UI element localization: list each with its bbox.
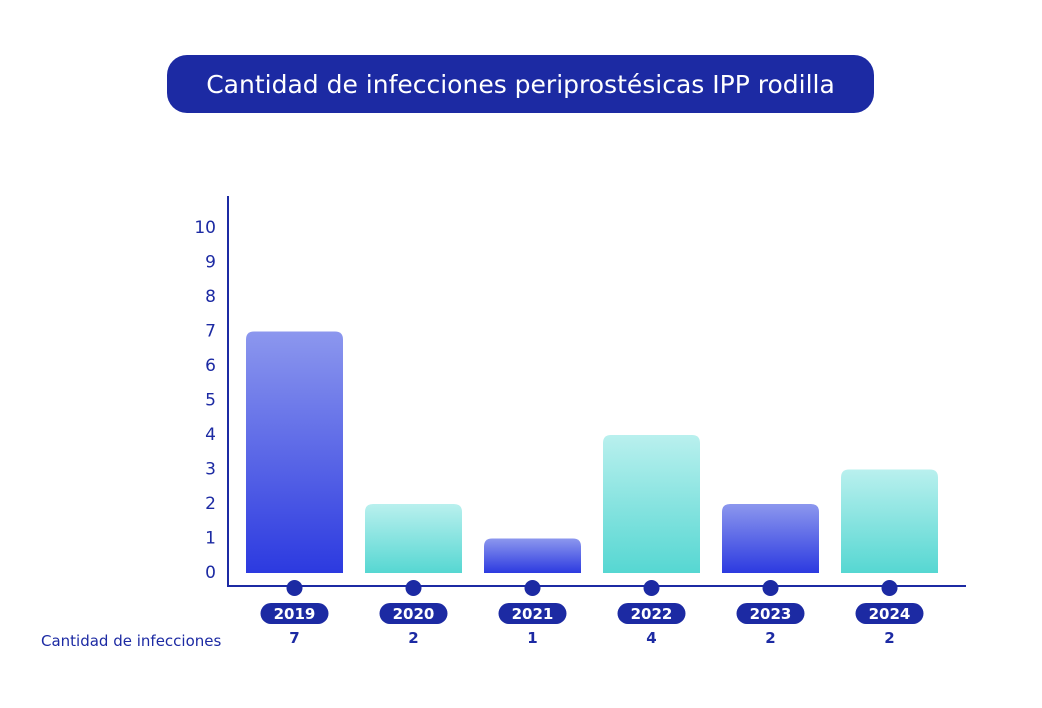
- bar-2019: [246, 331, 343, 573]
- y-tick-label: 1: [205, 529, 216, 549]
- value-row-label: Cantidad de infecciones: [41, 632, 222, 650]
- bar-2023: [722, 504, 819, 573]
- x-axis-marker: [881, 580, 898, 596]
- value-label: 2: [408, 629, 418, 647]
- value-label: 4: [646, 629, 656, 647]
- y-tick-label: 4: [205, 425, 216, 445]
- y-tick-label: 10: [194, 218, 216, 238]
- x-tick-pill: [498, 603, 567, 624]
- x-tick-label: 2024: [869, 605, 911, 623]
- x-axis-marker: [286, 580, 303, 596]
- x-axis-marker: [405, 580, 422, 596]
- y-tick-label: 5: [205, 391, 216, 411]
- y-tick-label: 9: [205, 253, 216, 273]
- y-tick-label: 0: [205, 563, 216, 583]
- x-tick-label: 2022: [631, 605, 673, 623]
- x-axis-marker: [524, 580, 541, 596]
- x-tick-pill: [855, 603, 924, 624]
- x-tick-pill: [260, 603, 329, 624]
- bar-2022: [603, 435, 700, 573]
- bar-2021: [484, 538, 581, 573]
- x-tick-pill: [379, 603, 448, 624]
- y-tick-label: 3: [205, 460, 216, 480]
- value-label: 2: [765, 629, 775, 647]
- value-label: 1: [527, 629, 537, 647]
- x-tick-label: 2020: [393, 605, 435, 623]
- value-label: 2: [884, 629, 894, 647]
- y-tick-label: 6: [205, 356, 216, 376]
- x-tick-pill: [736, 603, 805, 624]
- value-label: 7: [289, 629, 299, 647]
- x-axis-marker: [643, 580, 660, 596]
- x-axis-marker: [762, 580, 779, 596]
- chart-title: Cantidad de infecciones periprostésicas …: [167, 55, 874, 113]
- y-tick-label: 7: [205, 322, 216, 342]
- x-tick-label: 2023: [750, 605, 792, 623]
- y-tick-label: 2: [205, 494, 216, 514]
- bar-2024: [841, 469, 938, 573]
- bar-2020: [365, 504, 462, 573]
- y-tick-label: 8: [205, 287, 216, 307]
- x-tick-label: 2021: [512, 605, 554, 623]
- x-tick-pill: [617, 603, 686, 624]
- x-tick-label: 2019: [274, 605, 316, 623]
